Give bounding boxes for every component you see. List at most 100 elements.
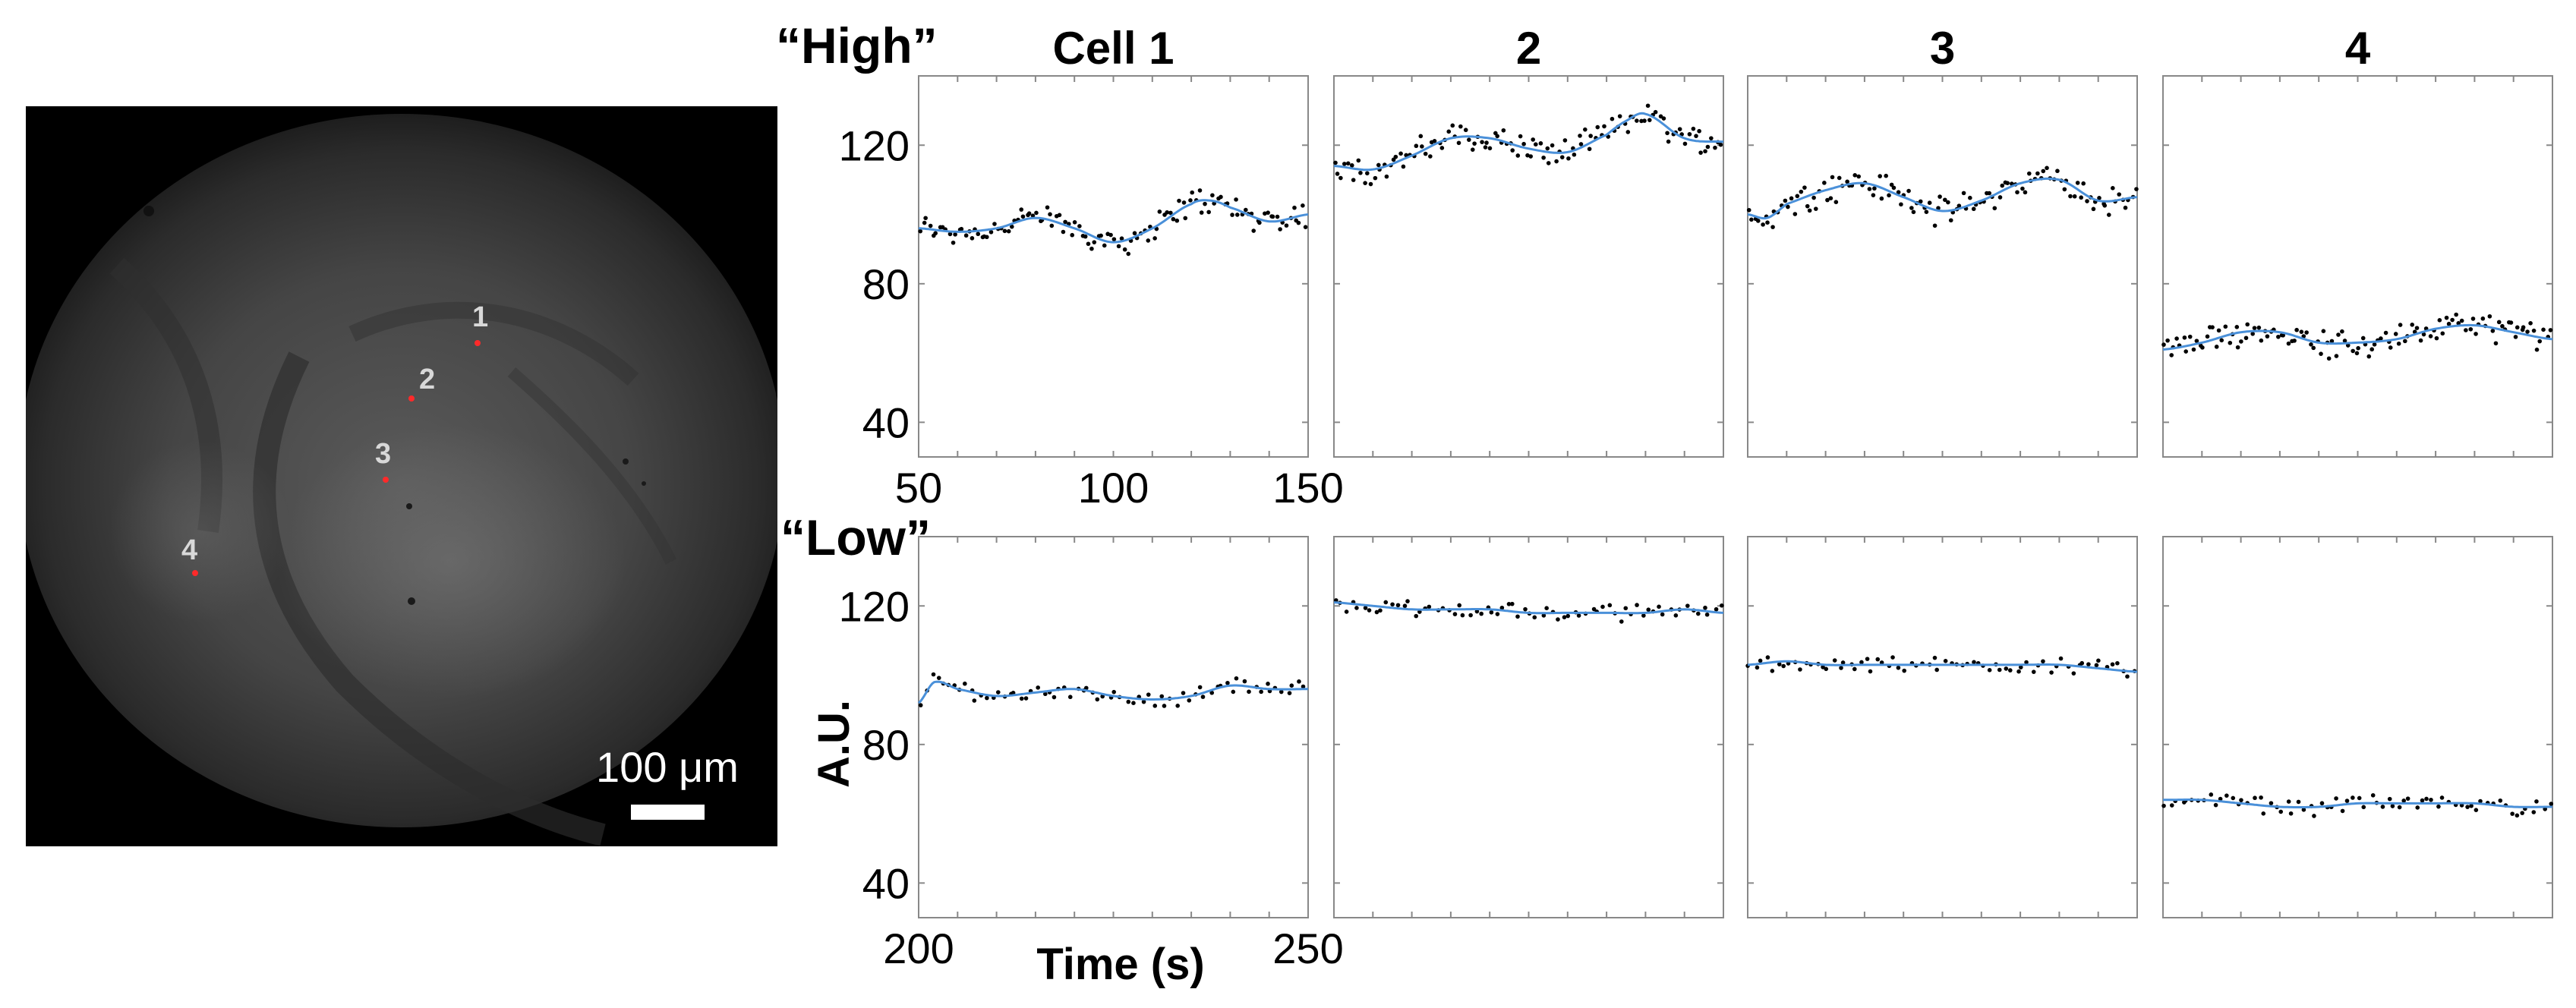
panel-high-cell-2-data-point bbox=[1705, 144, 1711, 150]
panel-high-cell-4-data-point bbox=[2351, 348, 2355, 354]
panel-high-cell-2-data-point bbox=[1518, 134, 1523, 139]
panel-high-cell-4-data-point bbox=[2366, 354, 2372, 359]
column-title-3: 3 bbox=[1930, 23, 1955, 74]
panel-low-cell-2-data-point bbox=[1607, 603, 1613, 608]
panel-low-cell-3-data-point bbox=[1840, 660, 1846, 665]
panel-high-cell-3-data-point bbox=[1968, 195, 1972, 200]
panel-high-cell-1-data-point bbox=[918, 228, 923, 234]
panel-low-cell-2-data-point bbox=[1565, 613, 1571, 619]
panel-low-cell-4-fit-line bbox=[2163, 799, 2552, 808]
panel-high-cell-1-data-point bbox=[1116, 244, 1121, 249]
panel-high-cell-4-data-point bbox=[2342, 339, 2347, 343]
panel-high-cell-3-data-point bbox=[2023, 190, 2028, 195]
panel-high-cell-2-data-point bbox=[1365, 171, 1370, 176]
panel-low-cell-1-data-point bbox=[1019, 696, 1024, 701]
panel-low-cell-2-data-point bbox=[1414, 613, 1419, 619]
panel-high-cell-1-data-point bbox=[1122, 247, 1127, 252]
panel-high-cell-4-data-point bbox=[2200, 345, 2205, 350]
panel-low-cell-1-data-point bbox=[1259, 689, 1263, 695]
panel-high-cell-3-data-point bbox=[1961, 191, 1966, 196]
svg-text:2: 2 bbox=[419, 364, 435, 395]
panel-high-cell-3-data-point bbox=[2117, 192, 2122, 197]
panel-high-cell-4-data-point bbox=[2187, 334, 2193, 339]
panel-high-cell-4-data-point bbox=[2528, 321, 2533, 326]
panel-high-cell-3-data-point bbox=[2041, 169, 2046, 174]
panel-high-cell-4-data-point bbox=[2396, 341, 2401, 346]
panel-low-cell-3-data-point bbox=[2079, 660, 2085, 666]
panel-low-cell-1-ytick-label: 120 bbox=[839, 582, 910, 630]
panel-high-cell-2-data-point bbox=[1384, 174, 1389, 179]
panel-high-cell-3-frame bbox=[1747, 75, 2138, 458]
panel-high-cell-3-data-point bbox=[1852, 173, 1858, 178]
panel-high-cell-3-data-point bbox=[1783, 198, 1788, 203]
panel-low-cell-1-data-point bbox=[1152, 704, 1158, 708]
panel-low-cell-2-data-point bbox=[1468, 613, 1473, 618]
panel-high-cell-2-data-point bbox=[1554, 159, 1559, 164]
panel-high-cell-1-data-point bbox=[1002, 228, 1007, 234]
panel-low-cell-3-data-point bbox=[1765, 655, 1770, 660]
panel-low-cell-4-data-point bbox=[2429, 797, 2433, 802]
panel-high-cell-3-data-point bbox=[1805, 203, 1810, 209]
panel-high-cell-3-data-point bbox=[1799, 189, 1804, 194]
panel-low-cell-1-data-point bbox=[1289, 683, 1294, 688]
panel-low-cell-3-data-point bbox=[1798, 667, 1802, 672]
panel-high-cell-4-data-point bbox=[2234, 325, 2240, 329]
panel-low-cell-2-data-point bbox=[1367, 608, 1372, 613]
panel-high-cell-1-data-point bbox=[1026, 211, 1032, 216]
panel-high-cell-4-data-point bbox=[2336, 332, 2341, 337]
panel-low-cell-1-data-point bbox=[1162, 704, 1167, 708]
panel-high-cell-1-data-point bbox=[1197, 188, 1203, 193]
panel-low-cell-3-data-point bbox=[1972, 660, 1976, 665]
panel-high-cell-3-data-point bbox=[2111, 186, 2115, 191]
panel-high-cell-3-data-point bbox=[1906, 188, 1911, 194]
panel-high-cell-4-data-point bbox=[2259, 338, 2264, 343]
panel-low-cell-4-data-point bbox=[2361, 805, 2366, 810]
panel-low-cell-2-data-point bbox=[1641, 613, 1646, 618]
panel-low-cell-4-data-point bbox=[2253, 795, 2257, 801]
panel-low-cell-4-data-point bbox=[2239, 798, 2243, 802]
panel-high-cell-4-data-point bbox=[2183, 349, 2189, 354]
panel-high-cell-4-data-point bbox=[2496, 320, 2502, 325]
panel-high-cell-3-data-point bbox=[1987, 191, 1991, 196]
panel-low-cell-3-data-point bbox=[2094, 663, 2099, 668]
panel-high-cell-1-data-point bbox=[988, 229, 994, 235]
panel-high-cell-1-data-point bbox=[1257, 220, 1262, 225]
panel-high-cell-4-data-point bbox=[2459, 318, 2464, 323]
panel-high-cell-1-data-point bbox=[1234, 213, 1240, 217]
panel-high-cell-2-data-point bbox=[1588, 134, 1593, 138]
panel-low-cell-2-data-point bbox=[1452, 612, 1458, 616]
panel-low-cell-4-data-point bbox=[2296, 799, 2301, 805]
panel-high-cell-3-data-point bbox=[2035, 171, 2040, 176]
panel-high-cell-4-data-point bbox=[2490, 329, 2496, 333]
panel-high-cell-4-data-point bbox=[2286, 341, 2291, 346]
panel-high-cell-2-data-point bbox=[1333, 160, 1338, 165]
panel-high-cell-4-data-point bbox=[2508, 320, 2514, 325]
panel-high-cell-4-data-point bbox=[2191, 347, 2196, 352]
panel-high-cell-1-data-point bbox=[1063, 219, 1067, 225]
panel-low-cell-2-data-point bbox=[1695, 611, 1701, 616]
panel-high-cell-2-data-point bbox=[1566, 156, 1571, 161]
panel-high-cell-2-data-point bbox=[1541, 155, 1546, 160]
panel-high-cell-1-data-point bbox=[1219, 194, 1223, 200]
panel-high-cell-3-data-point bbox=[2068, 194, 2073, 199]
panel-high-cell-4-data-point bbox=[2326, 356, 2332, 361]
panel-low-cell-4-data-point bbox=[2161, 803, 2166, 808]
panel-low-cell-2-data-point bbox=[1714, 606, 1719, 612]
panel-high-cell-1-data-point bbox=[1020, 214, 1026, 219]
panel-low-cell-4-data-point bbox=[2278, 809, 2284, 814]
panel-low-cell-4-data-point bbox=[2351, 795, 2355, 800]
panel-high-cell-4-data-point bbox=[2174, 336, 2179, 341]
panel-low-cell-1-data-point bbox=[1146, 692, 1151, 697]
panel-high-cell-4-data-point bbox=[2299, 329, 2304, 334]
panel-high-cell-3-data-point bbox=[1992, 206, 1997, 211]
panel-low-cell-4-data-point bbox=[2549, 802, 2554, 806]
panel-high-cell-2-data-point bbox=[1418, 134, 1424, 139]
cell-marker-2: 2 bbox=[408, 364, 435, 402]
panel-high-cell-2-data-point bbox=[1470, 147, 1475, 152]
panel-high-cell-4-fit-line bbox=[2162, 323, 2553, 351]
panel-high-cell-4-data-point bbox=[2252, 326, 2257, 330]
panel-low-cell-3-data-point bbox=[2110, 662, 2115, 667]
panel-low-cell-2-data-point bbox=[1395, 603, 1401, 608]
panel-high-cell-1-data-point bbox=[1086, 241, 1091, 247]
panel-low-cell-3-data-point bbox=[1770, 669, 1775, 673]
